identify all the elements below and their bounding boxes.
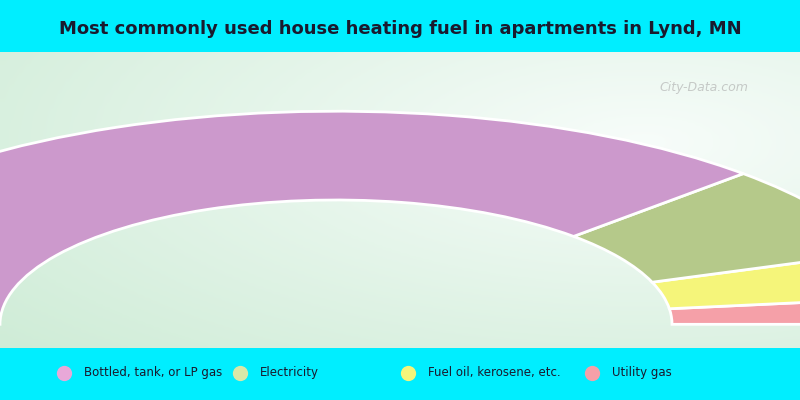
Wedge shape xyxy=(652,252,800,309)
Text: Most commonly used house heating fuel in apartments in Lynd, MN: Most commonly used house heating fuel in… xyxy=(58,20,742,38)
Text: City-Data.com: City-Data.com xyxy=(659,81,749,94)
Text: Utility gas: Utility gas xyxy=(612,366,672,380)
Text: Bottled, tank, or LP gas: Bottled, tank, or LP gas xyxy=(84,366,222,380)
Text: Fuel oil, kerosene, etc.: Fuel oil, kerosene, etc. xyxy=(428,366,561,380)
Text: Electricity: Electricity xyxy=(260,366,319,380)
Wedge shape xyxy=(0,111,743,324)
Wedge shape xyxy=(574,174,800,282)
Wedge shape xyxy=(670,298,800,324)
